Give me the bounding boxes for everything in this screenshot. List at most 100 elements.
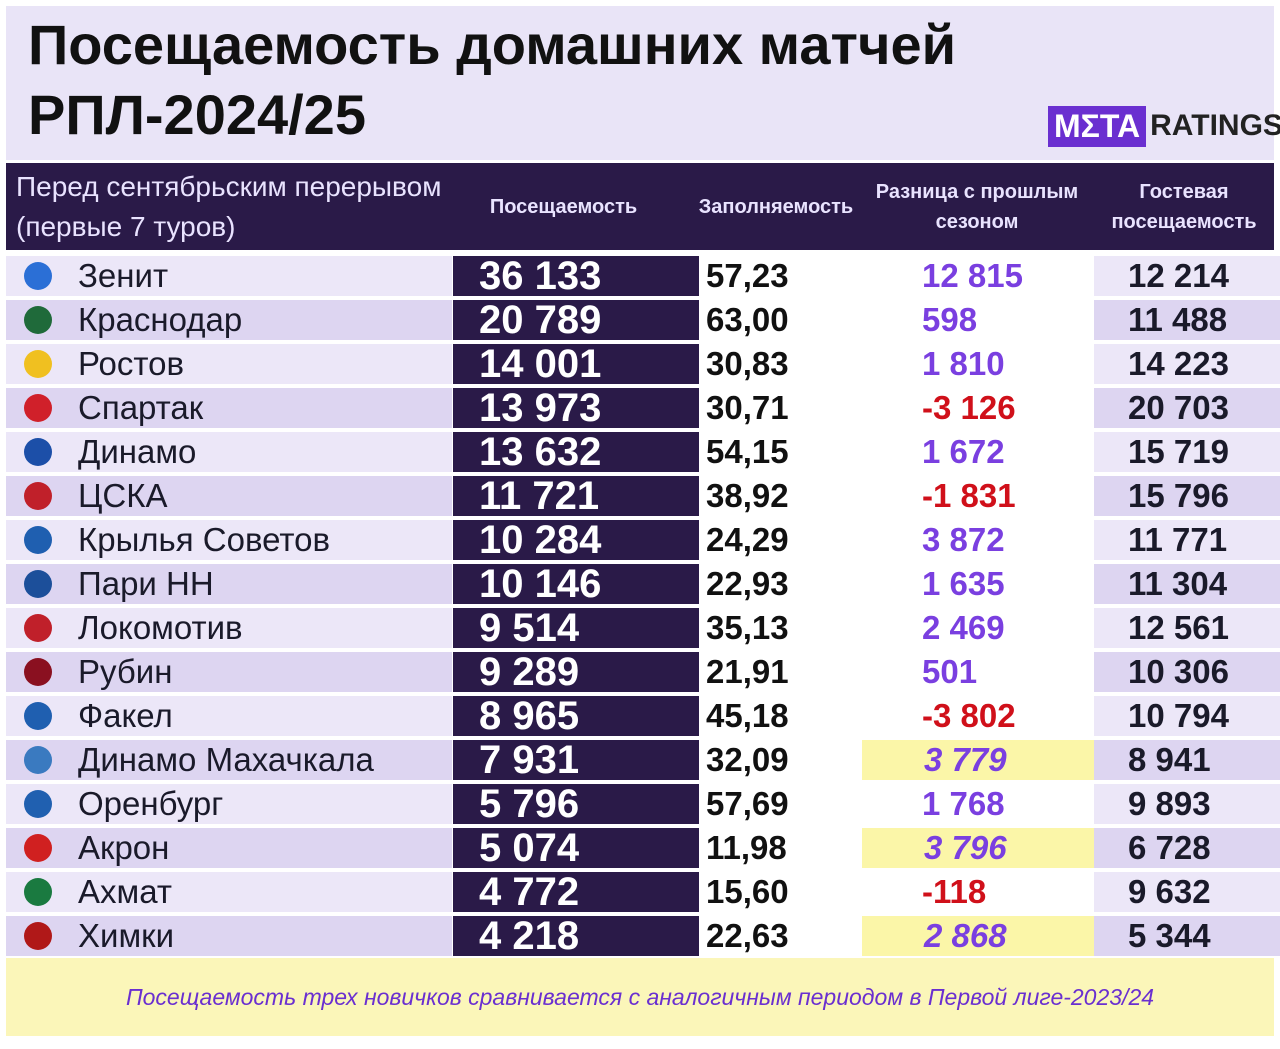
away-attendance: 11 488 — [1094, 300, 1280, 340]
fill-rate: 15,60 — [706, 873, 789, 910]
team-cell-bg — [6, 564, 452, 604]
team-cell-bg — [6, 476, 452, 516]
fill-rate: 35,13 — [706, 609, 789, 646]
attendance: 13 632 — [453, 430, 699, 474]
season-diff: -3 802 — [922, 697, 1016, 734]
season-diff: 598 — [922, 301, 978, 338]
season-diff: 1 810 — [922, 345, 1005, 382]
team-name: Зенит — [78, 257, 169, 294]
fill-rate: 38,92 — [706, 477, 789, 514]
attendance: 4 772 — [453, 870, 699, 914]
away-attendance: 14 223 — [1094, 344, 1280, 384]
away-attendance: 11 304 — [1094, 564, 1280, 604]
away-attendance: 10 306 — [1094, 652, 1280, 692]
season-diff: -118 — [922, 873, 987, 910]
away-attendance: 5 344 — [1094, 916, 1280, 956]
footnote: Посещаемость трех новичков сравнивается … — [6, 958, 1274, 1036]
team-cell-bg — [6, 828, 452, 868]
column-header: Перед сентябрьским перерывом (первые 7 т… — [16, 170, 442, 242]
team-name: Динамо Махачкала — [78, 741, 374, 778]
team-logo — [24, 350, 52, 378]
attendance: 10 284 — [453, 518, 699, 562]
away-attendance: 15 796 — [1094, 476, 1280, 516]
attendance: 10 146 — [453, 562, 699, 606]
table-row: Ростов 14 001 30,83 1 810 14 223 — [6, 342, 1280, 386]
fill-rate: 11,98 — [706, 829, 787, 866]
table-row: Акрон 5 074 11,98 3 796 6 728 — [6, 826, 1280, 870]
logo: MΣTA RATINGS — [1048, 105, 1280, 147]
fill-rate: 32,09 — [706, 741, 789, 778]
team-name: Динамо — [78, 433, 197, 470]
team-logo — [24, 526, 52, 554]
attendance: 36 133 — [453, 254, 699, 298]
team-cell-bg — [6, 256, 452, 296]
attendance: 7 931 — [453, 738, 699, 782]
fill-rate: 24,29 — [706, 521, 789, 558]
table-row: Оренбург 5 796 57,69 1 768 9 893 — [6, 782, 1280, 826]
team-cell-bg — [6, 608, 452, 648]
season-diff: -1 831 — [922, 477, 1016, 514]
fill-rate: 54,15 — [706, 433, 789, 470]
season-diff: 3 872 — [922, 521, 1005, 558]
table-row: Химки 4 218 22,63 2 868 5 344 — [6, 914, 1280, 958]
fill-rate: 21,91 — [706, 653, 789, 690]
season-diff: 2 469 — [922, 609, 1005, 646]
team-name: Пари НН — [78, 565, 214, 602]
team-cell-bg — [6, 388, 452, 428]
table-row: ЦСКА 11 721 38,92 -1 831 15 796 — [6, 474, 1280, 518]
fill-rate: 57,23 — [706, 257, 789, 294]
team-name: Краснодар — [78, 301, 243, 338]
team-logo — [24, 922, 52, 950]
team-cell-bg — [6, 344, 452, 384]
logo-ratings: RATINGS — [1150, 109, 1280, 142]
away-attendance: 12 561 — [1094, 608, 1280, 648]
table-row: Пари НН 10 146 22,93 1 635 11 304 — [6, 562, 1280, 606]
table-row: Спартак 13 973 30,71 -3 126 20 703 — [6, 386, 1280, 430]
team-logo — [24, 746, 52, 774]
team-name: Локомотив — [78, 609, 243, 646]
fill-rate: 22,93 — [706, 565, 789, 602]
table-header: Перед сентябрьским перерывом (первые 7 т… — [6, 163, 1274, 250]
fill-rate: 57,69 — [706, 785, 789, 822]
away-attendance: 12 214 — [1094, 256, 1280, 296]
team-name: Факел — [78, 697, 173, 734]
team-name: Рубин — [78, 653, 173, 690]
table-row: Зенит 36 133 57,23 12 815 12 214 — [6, 254, 1280, 298]
team-name: ЦСКА — [78, 477, 168, 514]
attendance: 4 218 — [453, 914, 699, 958]
fill-rate: 45,18 — [706, 697, 789, 734]
team-name: Оренбург — [78, 785, 224, 822]
logo-meta: MΣTA — [1048, 105, 1147, 147]
team-cell-bg — [6, 652, 452, 692]
column-header: Заполняемость — [698, 195, 854, 218]
team-logo — [24, 306, 52, 334]
attendance: 5 796 — [453, 782, 699, 826]
table-row: Рубин 9 289 21,91 501 10 306 — [6, 650, 1280, 694]
table-row: Локомотив 9 514 35,13 2 469 12 561 — [6, 606, 1280, 650]
away-attendance: 10 794 — [1094, 696, 1280, 736]
team-name: Крылья Советов — [78, 521, 331, 558]
season-diff: 1 768 — [922, 785, 1005, 822]
attendance: 11 721 — [453, 474, 699, 518]
team-name: Спартак — [78, 389, 204, 426]
fill-rate: 30,71 — [706, 389, 789, 426]
table-row: Крылья Советов 10 284 24,29 3 872 11 771 — [6, 518, 1280, 562]
team-cell-bg — [6, 740, 452, 780]
team-cell-bg — [6, 916, 452, 956]
title: Посещаемость домашних матчей РПЛ-2024/25 — [28, 13, 957, 146]
attendance: 9 514 — [453, 606, 699, 650]
away-attendance: 8 941 — [1094, 740, 1280, 780]
table-row: Ахмат 4 772 15,60 -118 9 632 — [6, 870, 1280, 914]
team-logo — [24, 614, 52, 642]
attendance: 13 973 — [453, 386, 699, 430]
team-cell-bg — [6, 696, 452, 736]
away-attendance: 11 771 — [1094, 520, 1280, 560]
table-row: Динамо Махачкала 7 931 32,09 3 779 8 941 — [6, 738, 1280, 782]
team-cell-bg — [6, 300, 452, 340]
team-logo — [24, 658, 52, 686]
fill-rate: 22,63 — [706, 917, 789, 954]
team-logo — [24, 438, 52, 466]
team-name: Химки — [78, 917, 175, 954]
season-diff: 501 — [922, 653, 978, 690]
